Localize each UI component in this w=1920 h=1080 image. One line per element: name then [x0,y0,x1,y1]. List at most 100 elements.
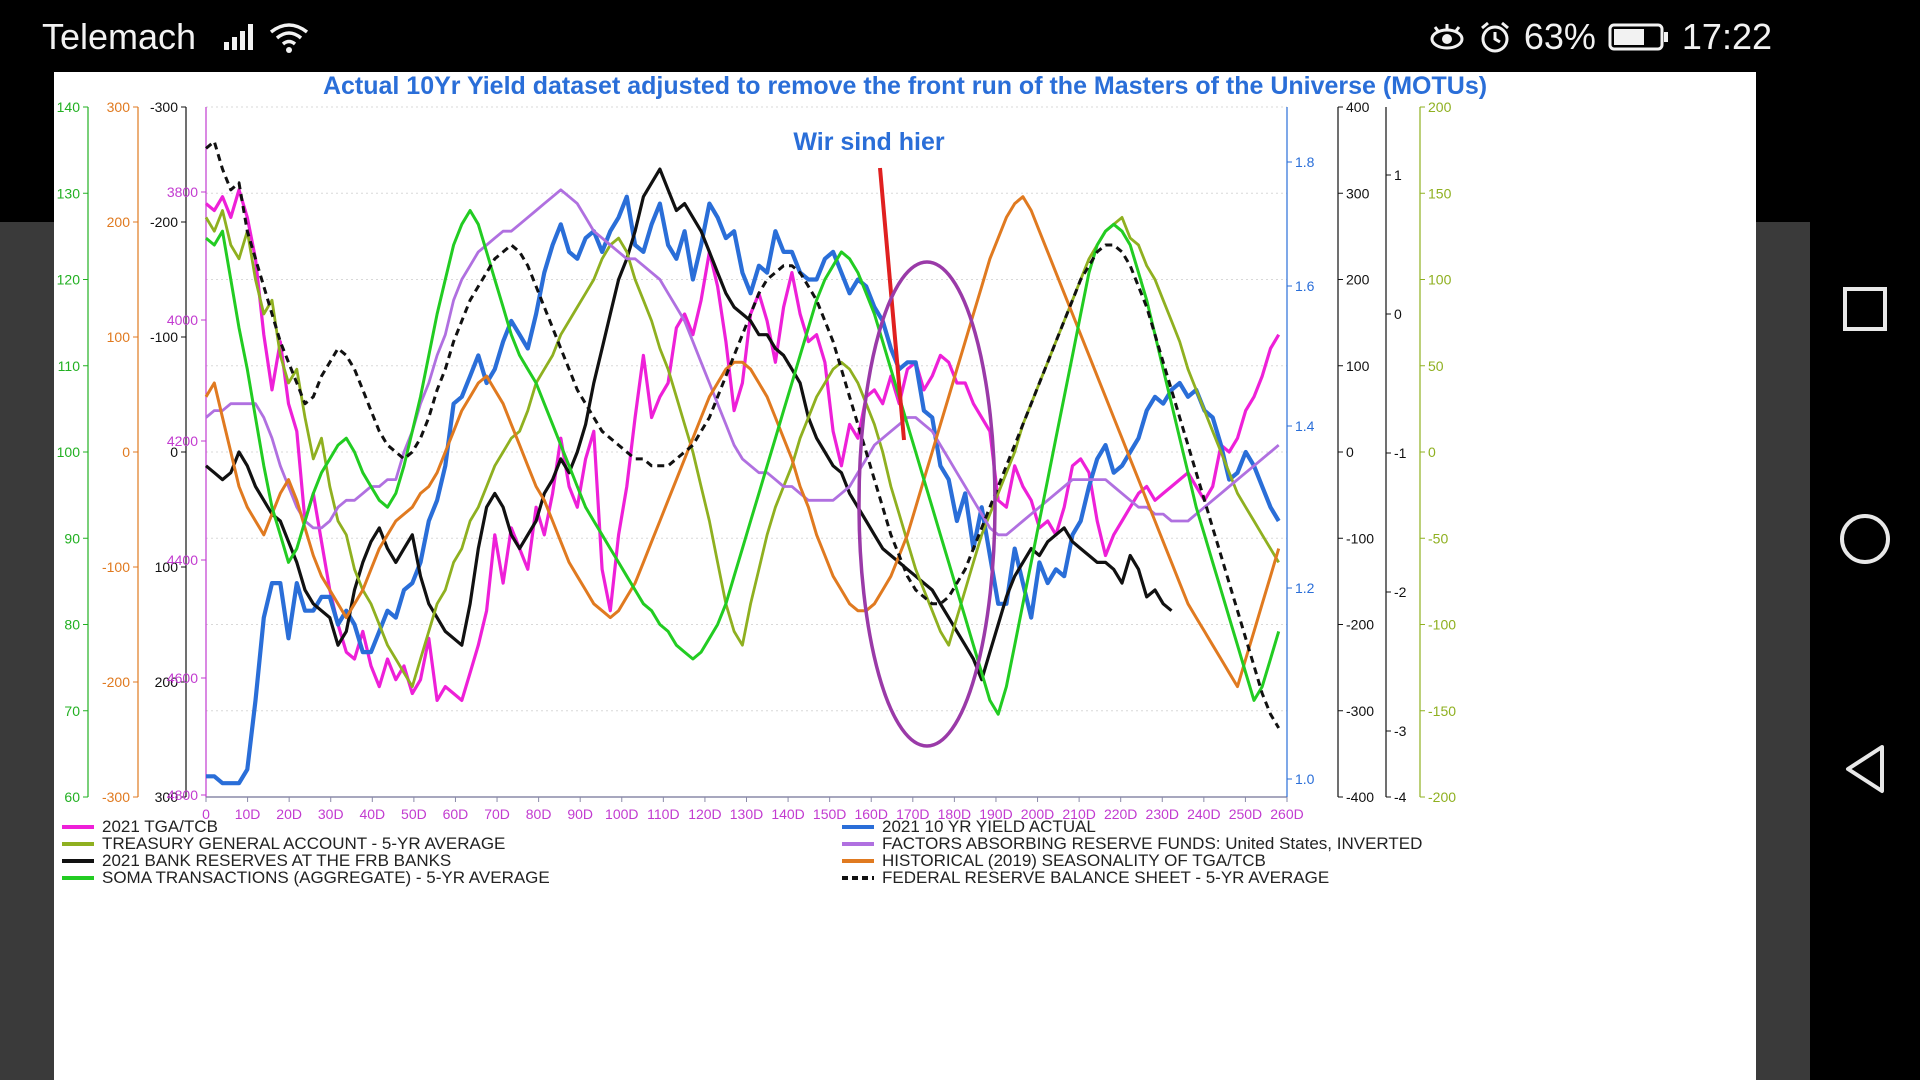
x-tick-label: 140D [771,806,804,822]
x-tick-label: 30D [318,806,344,822]
right-tick-label: -100 [1346,530,1374,546]
left-tick-label: 0 [122,444,130,460]
right-tick-label: 1.2 [1295,580,1315,596]
right-tick-label: 100 [1428,272,1452,288]
left-tick-label: 60 [64,789,80,805]
left-tick-label: 300 [155,789,179,805]
x-tick-label: 160D [854,806,887,822]
left-tick-label: 4800 [167,787,198,803]
battery-icon [1608,21,1670,53]
legend-label: TREASURY GENERAL ACCOUNT - 5-YR AVERAGE [102,834,505,853]
x-tick-label: 120D [688,806,721,822]
right-tick-label: 1.6 [1295,278,1315,294]
alarm-icon [1478,20,1512,54]
series-line [206,194,1281,786]
x-tick-label: 20D [276,806,302,822]
series-lines [204,140,1281,786]
left-tick-label: 200 [107,214,131,230]
axes: 0 10D 20D 30D 40D 50D 60D 70D 80D 90D 100D 110D 120D… [57,99,1457,822]
series-line [204,209,1280,688]
x-tick-label: 260D [1270,806,1303,822]
left-tick-label: 120 [57,272,81,288]
left-tick-label: 80 [64,617,80,633]
right-tick-label: 150 [1428,185,1452,201]
x-tick-label: 50D [401,806,427,822]
left-tick-label: 100 [107,329,131,345]
left-tick-label: 110 [58,358,81,374]
series-line [205,209,1281,716]
carrier-name: Telemach [42,16,197,57]
triangle-back-button[interactable] [1824,728,1906,810]
right-tick-label: -4 [1394,789,1407,805]
left-tick-label: 200 [155,674,179,690]
left-tick-label: 4400 [167,552,198,568]
clock-time: 17:22 [1681,16,1772,57]
right-tick-label: 100 [1346,358,1370,374]
legend-label: 2021 10 YR YIELD ACTUAL [882,817,1096,836]
right-tick-label: 400 [1346,99,1370,115]
x-tick-label: 210D [1062,806,1095,822]
wifi-icon [268,20,310,54]
square-recents-button[interactable] [1824,268,1906,350]
x-tick-label: 80D [526,806,552,822]
right-tick-label: -1 [1394,445,1407,461]
battery-percent: 63% [1523,16,1596,57]
left-tick-label: -300 [150,99,178,115]
x-tick-label: 60D [443,806,469,822]
right-tick-label: -3 [1394,723,1407,739]
right-tick-label: -100 [1428,617,1456,633]
x-tick-label: 130D [730,806,763,822]
x-tick-label: 110D [647,806,679,822]
right-tick-label: 50 [1428,358,1444,374]
x-tick-label: 150D [813,806,846,822]
right-tick-label: 1.8 [1295,154,1315,170]
left-tick-label: 70 [64,703,80,719]
legend-label: 2021 BANK RESERVES AT THE FRB BANKS [102,851,451,870]
left-tick-label: 100 [155,559,179,575]
x-tick-label: 190D [979,806,1012,822]
legend-label: FACTORS ABSORBING RESERVE FUNDS: United … [882,834,1422,853]
right-tick-label: 0 [1428,444,1436,460]
left-tick-label: 0 [170,444,178,460]
circle-home-button[interactable] [1824,498,1906,580]
legend-label: SOMA TRANSACTIONS (AGGREGATE) - 5-YR AVE… [102,868,550,887]
left-tick-label: 3800 [167,184,198,200]
right-tick-label: 200 [1428,99,1452,115]
x-tick-label: 250D [1229,806,1262,822]
left-tick-label: 4200 [167,433,198,449]
legend-label: HISTORICAL (2019) SEASONALITY OF TGA/TCB [882,851,1266,870]
left-tick-label: 90 [64,530,80,546]
left-tick-label: -100 [102,559,130,575]
right-tick-label: -50 [1428,530,1448,546]
series-line [205,140,1280,729]
chart-panel: Actual 10Yr Yield dataset adjusted to re… [54,72,1756,1080]
x-tick-label: 230D [1146,806,1179,822]
navigation-bar [1810,72,1920,1080]
status-bar: Telemach 63% 17:22 [0,0,1920,72]
left-tick-label: 100 [57,444,81,460]
left-tick-label: 4600 [167,670,198,686]
status-icons: 63% 17:22 [1428,16,1772,58]
x-tick-label: 240D [1187,806,1220,822]
right-tick-label: 200 [1346,272,1370,288]
left-tick-label: 140 [57,99,81,115]
right-dim-panel [1756,222,1810,1080]
left-tick-label: -100 [150,329,178,345]
right-tick-label: -400 [1346,789,1374,805]
x-tick-label: 200D [1021,806,1054,822]
left-dim-panel [0,222,54,1080]
x-tick-label: 100D [605,806,638,822]
right-tick-label: -200 [1346,617,1374,633]
grid-lines [206,106,1287,798]
x-tick-label: 0 [202,806,210,822]
series-line [204,188,1281,702]
x-tick-label: 40D [359,806,385,822]
annotation-arrow [878,167,906,441]
x-tick-label: 10D [235,806,261,822]
signal-icon [222,22,258,52]
x-tick-label: 70D [484,806,510,822]
eye-icon [1428,22,1466,52]
left-tick-label: 4000 [167,312,198,328]
right-tick-label: 1.4 [1295,418,1315,434]
series-line [204,167,1173,682]
